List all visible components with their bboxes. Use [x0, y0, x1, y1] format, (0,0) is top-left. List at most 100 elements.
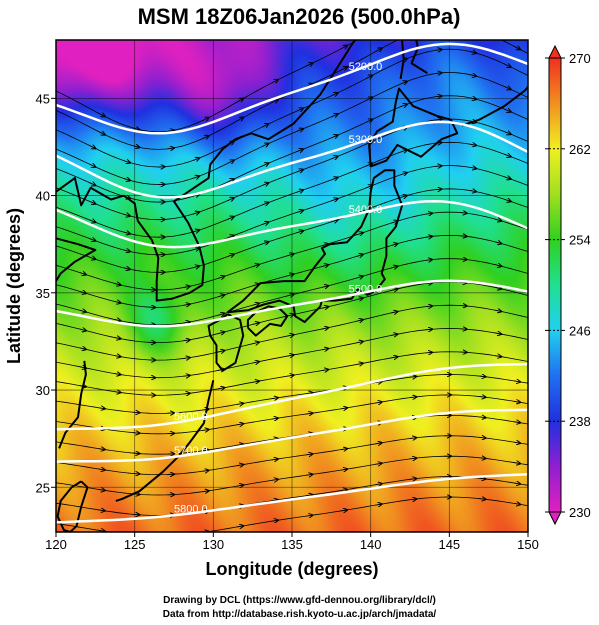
wind-arrow — [479, 478, 485, 479]
wind-arrow — [98, 530, 104, 531]
wind-arrow — [98, 449, 104, 450]
wind-arrow — [391, 312, 397, 313]
wind-arrow — [479, 437, 485, 438]
wind-arrow — [202, 409, 208, 410]
wind-arrow — [114, 319, 120, 320]
wind-arrow — [504, 199, 510, 201]
wind-arrow — [390, 221, 397, 223]
wind-arrow — [296, 129, 303, 132]
wind-arrow — [252, 265, 259, 267]
wind-arrow — [227, 160, 233, 163]
wind-arrow — [227, 198, 233, 201]
wind-arrow — [375, 443, 381, 444]
wind-arrow — [469, 51, 476, 53]
wind-arrow — [252, 381, 259, 382]
wind-arrow — [356, 298, 363, 300]
wind-arrow — [409, 397, 416, 398]
wind-arrow — [425, 213, 432, 214]
wind-arrow — [375, 48, 381, 51]
wind-arrow — [287, 274, 293, 276]
wind-arrow — [261, 222, 268, 224]
wind-arrow — [287, 355, 293, 356]
wind-arrow — [202, 450, 208, 451]
wind-arrow — [306, 515, 312, 516]
wind-arrow — [513, 483, 520, 484]
wind-arrow — [88, 164, 95, 167]
wind-arrow — [183, 375, 189, 376]
wind-arrow — [340, 510, 347, 511]
plot-area: 5200.0 5300.0 5400.0 5500.0 5600.0 5700.0 5800… — [56, 8, 528, 532]
streamline — [56, 48, 528, 168]
kyushu-coast — [207, 313, 245, 372]
wind-arrow — [479, 499, 485, 500]
wind-arrow — [494, 219, 501, 221]
wind-arrow — [236, 424, 243, 425]
wind-arrow — [513, 422, 520, 423]
wind-arrow — [340, 469, 347, 470]
wind-arrow — [409, 376, 416, 377]
wind-arrow — [98, 132, 104, 135]
wind-arrow — [79, 367, 86, 368]
wind-arrow — [306, 454, 312, 455]
wind-arrow — [331, 220, 337, 222]
wind-arrow — [183, 322, 189, 323]
wind-arrow — [331, 156, 337, 159]
wind-arrow — [202, 430, 208, 431]
wind-arrow — [409, 479, 416, 480]
wind-arrow — [409, 438, 416, 439]
x-tick-label: 125 — [124, 537, 146, 552]
wind-arrow — [261, 144, 268, 147]
wind-arrow — [271, 439, 278, 440]
height-contour — [56, 279, 528, 328]
geopotential-contours: 5200.0 5300.0 5400.0 5500.0 5600.0 5700.0 5800… — [56, 42, 528, 524]
wind-arrow — [287, 315, 293, 316]
wind-arrow — [114, 283, 120, 285]
wind-arrow — [469, 144, 476, 145]
wind-arrow — [375, 484, 381, 485]
y-tick-label: 30 — [36, 383, 50, 398]
wind-arrow — [435, 96, 441, 97]
wind-arrow — [79, 329, 86, 331]
colorbar-min-triangle — [548, 511, 562, 526]
wind-arrow — [400, 104, 407, 106]
wind-arrow — [400, 59, 407, 62]
wind-arrow — [287, 335, 293, 336]
wind-arrow — [123, 268, 130, 269]
wind-arrow — [183, 358, 189, 359]
wind-arrow — [391, 244, 397, 246]
colorbar-tick-label: 270 — [569, 51, 591, 66]
wind-arrow — [252, 362, 259, 363]
wind-arrow — [217, 332, 224, 334]
wind-arrow — [114, 355, 120, 356]
colorbar-tick-label: 262 — [569, 142, 591, 157]
wind-arrow — [261, 242, 268, 244]
wind-arrow — [79, 273, 86, 275]
wind-arrow — [306, 413, 312, 414]
colorbar-tick-label: 246 — [569, 323, 591, 338]
wind-arrow — [425, 329, 432, 330]
wind-arrow — [296, 108, 303, 111]
wind-arrow — [435, 143, 441, 144]
wind-arrow — [469, 190, 476, 191]
wind-arrow — [504, 154, 510, 156]
wind-arrow — [425, 236, 432, 237]
streamline — [56, 71, 528, 185]
wind-arrow — [504, 132, 510, 135]
x-axis-label: Longitude (degrees) — [205, 559, 378, 579]
wind-arrow — [479, 8, 485, 10]
y-axis-ticks: 25 30 35 40 45 — [36, 91, 56, 495]
wind-arrow — [513, 46, 520, 49]
x-tick-label: 140 — [360, 537, 382, 552]
wind-arrow — [202, 470, 208, 471]
x-tick-label: 150 — [517, 537, 539, 552]
taiwan-coast — [56, 480, 89, 532]
wind-arrow — [271, 500, 278, 501]
wind-arrow — [167, 148, 174, 149]
wind-arrow — [98, 408, 104, 409]
wind-arrow — [88, 238, 95, 240]
wind-arrow — [356, 254, 363, 256]
wind-arrow — [340, 408, 347, 409]
wind-arrow — [494, 242, 501, 244]
contour-label: 5300.0 — [349, 134, 383, 146]
wind-arrow — [306, 474, 312, 475]
